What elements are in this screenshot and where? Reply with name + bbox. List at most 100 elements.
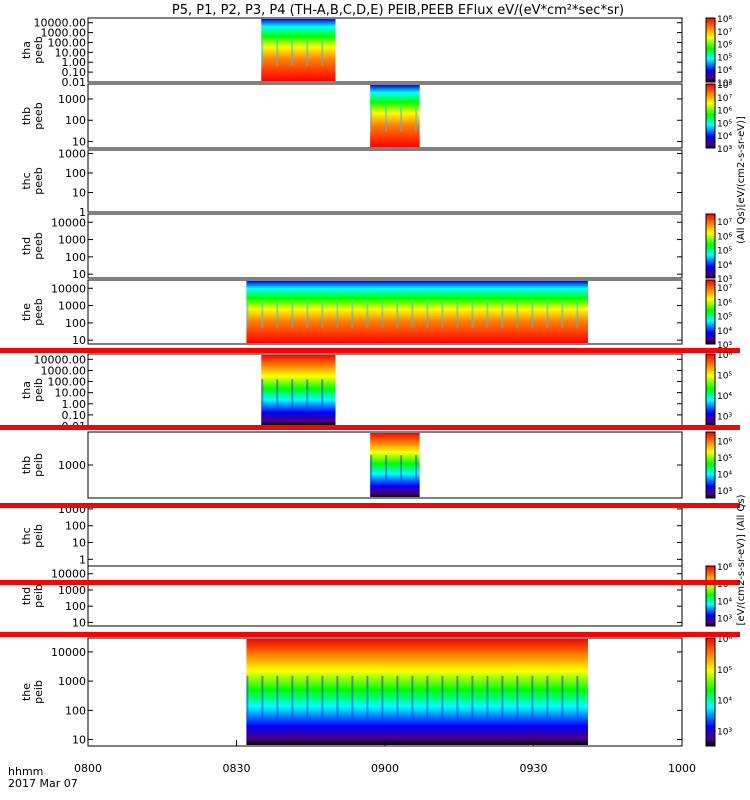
colorbar-tick-label: 10⁴ xyxy=(717,697,732,707)
spectrogram-stripe xyxy=(321,379,324,408)
x-tick-label: 0930 xyxy=(520,762,548,775)
colorbar-tick-label: 10⁷ xyxy=(717,284,732,294)
colorbar-tick-label: 10⁵ xyxy=(717,119,732,129)
x-axis-label: hhmm xyxy=(8,765,43,778)
y-axis-label: peeb xyxy=(32,36,45,64)
spectrogram-stripe xyxy=(456,302,459,328)
panel-frame xyxy=(87,17,683,83)
flag-bar xyxy=(0,503,740,508)
y-tick-label: 1.00 xyxy=(62,56,87,69)
spectrogram-stripe xyxy=(351,302,354,328)
colorbar-tick-label: 10³ xyxy=(717,728,732,738)
panel-the-peib: 10000 1000 100 10 the peib 10³ 10⁴ 10⁵ 10⁶ xyxy=(0,632,740,747)
spectrogram-stripe xyxy=(531,675,534,719)
y-axis-label: the xyxy=(20,683,33,701)
spectrogram-block xyxy=(370,433,420,497)
spectrogram-stripe xyxy=(561,675,564,719)
y-axis-label: thc xyxy=(20,172,33,189)
colorbar xyxy=(705,17,716,83)
spectrogram-stripe xyxy=(415,455,418,482)
spectrogram-block xyxy=(261,19,336,81)
colorbar-tick-label: 10³ xyxy=(717,79,732,89)
y-tick-label: 100.00 xyxy=(48,36,87,49)
y-axis-label: thb xyxy=(20,456,33,474)
y-tick-label: 100 xyxy=(65,167,86,180)
colorbar-tick-label: 10⁸ xyxy=(717,15,732,25)
colorbar-tick-label: 10⁵ xyxy=(717,53,732,63)
spectrogram-stripe xyxy=(471,302,474,328)
y-tick-label: 1000 xyxy=(58,675,86,688)
spectrogram-stripe xyxy=(516,675,519,719)
spectrogram-stripe xyxy=(546,302,549,328)
spectrogram-stripe xyxy=(381,302,384,328)
y-axis-label: thd xyxy=(20,237,33,255)
spectrogram-stripe xyxy=(306,379,309,408)
y-axis-label: peeb xyxy=(32,232,45,260)
spectrogram-stripe xyxy=(576,302,579,328)
spectrogram-block xyxy=(246,281,588,343)
spectrogram-stripe xyxy=(456,675,459,719)
spectrogram-stripe xyxy=(501,302,504,328)
x-axis: hhmm 2017 Mar 07 0800 0830 0900 0930 1000 xyxy=(8,740,696,790)
colorbar-tick-label: 10⁶ xyxy=(717,437,732,447)
colorbar-tick-label: 10⁵ xyxy=(717,454,732,464)
y-axis-label: peeb xyxy=(32,102,45,130)
colorbar-tick-label: 10³ xyxy=(717,145,732,155)
spectrogram-stripe xyxy=(516,302,519,328)
y-axis-label: peib xyxy=(32,524,45,548)
spectrogram-stripe xyxy=(426,675,429,719)
spectrogram-stripe xyxy=(370,106,373,132)
spectrogram-stripe xyxy=(531,302,534,328)
spectrogram-stripe xyxy=(276,302,279,328)
y-tick-label: 10 xyxy=(72,537,86,550)
spectrogram-stripe xyxy=(291,379,294,408)
colorbar-tick-label: 10⁴ xyxy=(717,470,732,480)
spectrogram-stripe xyxy=(546,675,549,719)
x-tick-label: 1000 xyxy=(668,762,696,775)
y-axis-label: peib xyxy=(32,453,45,477)
y-tick-label: 10 xyxy=(72,186,86,199)
colorbar xyxy=(705,213,716,279)
y-tick-label: 1000 xyxy=(58,459,86,472)
flag-bar xyxy=(0,348,740,353)
x-axis-date: 2017 Mar 07 xyxy=(8,777,78,790)
y-axis-label: tha xyxy=(20,381,33,399)
colorbar-tick-label: 10⁶ xyxy=(717,635,732,645)
spectrogram-stripe xyxy=(321,675,324,719)
y-axis-label: peib xyxy=(32,378,45,402)
spectrogram-stripe xyxy=(246,675,249,719)
y-axis-label: peeb xyxy=(32,298,45,326)
y-tick-label: 10 xyxy=(72,616,86,629)
colorbar-tick-label: 10⁵ xyxy=(717,372,732,382)
colorbar-tick-label: 10⁵ xyxy=(717,580,732,590)
spectrogram-stripe xyxy=(336,675,339,719)
spectrogram-stripe xyxy=(486,302,489,328)
flag-bar xyxy=(0,632,740,637)
spectrogram-stripe xyxy=(261,675,264,719)
y-tick-label: 1 xyxy=(79,206,86,219)
colorbar-tick-label: 10⁶ xyxy=(717,232,732,242)
y-axis-label: peeb xyxy=(32,167,45,195)
y-tick-label: 10.00 xyxy=(55,387,87,400)
y-axis-label: thc xyxy=(20,527,33,544)
colorbar-tick-label: 10⁴ xyxy=(717,327,732,337)
panel-frame xyxy=(87,505,683,567)
colorbar-tick-label: 10⁶ xyxy=(717,107,732,117)
spectrogram-stripe xyxy=(501,675,504,719)
spectrogram-stripe xyxy=(441,302,444,328)
spectrogram-stripe xyxy=(486,675,489,719)
figure-title: P5, P1, P2, P3, P4 (TH-A,B,C,D,E) PEIB,P… xyxy=(172,3,624,18)
y-tick-label: 100 xyxy=(65,704,86,717)
panel-thc-peeb: 1000 100 10 1 thc peeb xyxy=(20,147,683,219)
colorbar xyxy=(705,431,716,499)
colorbar-label-ion: [eV/(cm2-s-sr-eV)] (All Qs) xyxy=(736,494,747,625)
spectrogram-stripe xyxy=(246,302,249,328)
colorbar-tick-label: 10³ xyxy=(717,487,732,497)
spectrogram-stripe xyxy=(306,40,309,66)
spectrogram-stripe xyxy=(321,40,324,66)
y-tick-label: 100 xyxy=(65,251,86,264)
y-tick-label: 1000 xyxy=(58,93,86,106)
spectrogram-stripe xyxy=(261,40,264,66)
